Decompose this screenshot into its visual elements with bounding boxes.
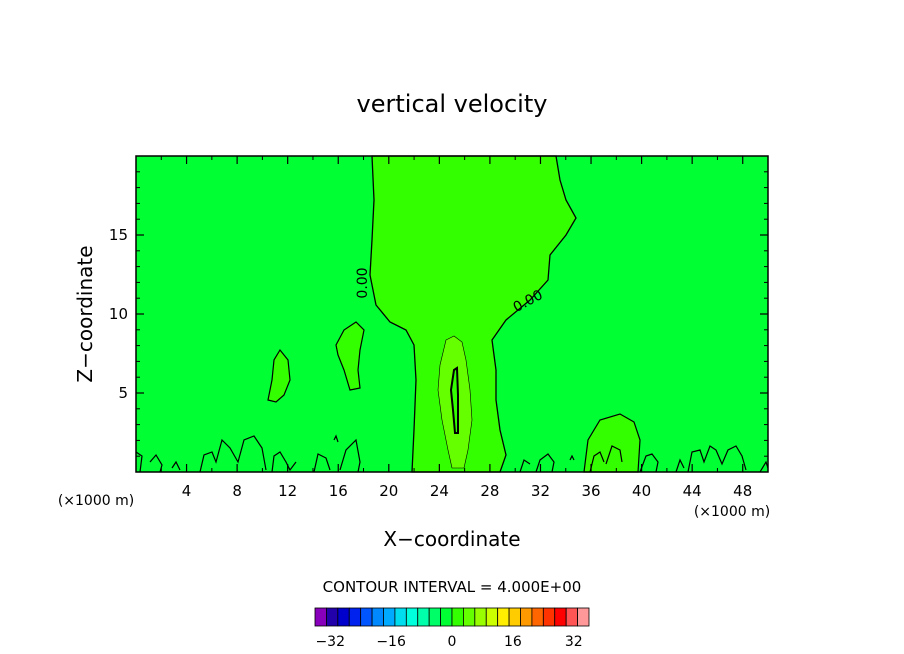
colorbar-tick-label: −16: [376, 634, 406, 650]
x-tick-label: 20: [379, 482, 398, 500]
colorbar-swatch: [371, 607, 384, 627]
strong-updraft-region: [449, 366, 459, 434]
colorbar-swatch: [394, 607, 407, 627]
x-axis-label: X−coordinate: [383, 527, 520, 551]
colorbar-swatch: [474, 607, 487, 627]
colorbar-swatch: [417, 607, 430, 627]
x-ticks: 4 8 12 16 20 24 28 32 36 40 44 48: [160, 156, 752, 500]
x-tick-label: 16: [329, 482, 348, 500]
colorbar-swatch: [440, 607, 453, 627]
y-axis-label: Z−coordinate: [73, 245, 97, 382]
x-tick-label: 32: [531, 482, 550, 500]
colorbar-tick-label: 32: [565, 634, 583, 650]
colorbar-tick-label: 0: [448, 634, 457, 650]
chart-title: vertical velocity: [357, 90, 548, 118]
contour-cell-right: [583, 413, 641, 473]
contour-interval-note: CONTOUR INTERVAL = 4.000E+00: [323, 578, 582, 596]
x-tick-label: 40: [632, 482, 651, 500]
x-tick-label: 44: [683, 482, 702, 500]
y-tick-label: 10: [109, 305, 128, 323]
x-tick-label: 28: [480, 482, 499, 500]
colorbar-swatch: [531, 607, 544, 627]
colorbar-swatch: [451, 607, 464, 627]
colorbar-swatch: [360, 607, 373, 627]
colorbar-swatch: [405, 607, 419, 627]
colorbar-swatch: [314, 607, 327, 627]
colorbar-swatch: [383, 607, 396, 627]
colorbar-swatch: [428, 607, 441, 627]
colorbar-swatch: [497, 607, 510, 627]
x-tick-label: 24: [430, 482, 449, 500]
contour-label-left: 0.00: [355, 267, 371, 298]
colorbar-swatch: [508, 607, 521, 627]
colorbar-swatch: [337, 607, 350, 627]
colorbar-swatch: [565, 607, 578, 627]
colorbar: −32 −16 0 16 32: [314, 607, 590, 650]
colorbar-swatch: [542, 607, 556, 627]
x-tick-label: 48: [733, 482, 752, 500]
colorbar-tick-label: −32: [315, 634, 345, 650]
x-tick-label: 4: [182, 482, 192, 500]
x-tick-label: 12: [278, 482, 297, 500]
colorbar-tick-label: 16: [504, 634, 522, 650]
colorbar-swatch: [348, 607, 362, 627]
y-tick-label: 5: [118, 384, 128, 402]
colorbar-swatch: [577, 607, 590, 627]
x-unit-right: (×1000 m): [694, 504, 770, 520]
x-tick-label: 36: [581, 482, 600, 500]
colorbar-swatch: [485, 607, 499, 627]
contour-cell-mid: [335, 321, 365, 391]
colorbar-swatch: [520, 607, 533, 627]
x-unit-left: (×1000 m): [58, 493, 134, 509]
y-tick-label: 15: [109, 226, 128, 244]
colorbar-swatch: [554, 607, 567, 627]
zero-contour-region: [369, 155, 577, 473]
boundary-contours: [135, 434, 769, 473]
x-tick-label: 8: [232, 482, 242, 500]
contour-cell-left: [267, 348, 291, 403]
colorbar-swatch: [326, 607, 339, 627]
colorbar-swatch: [463, 607, 476, 627]
y-ticks: 5 10 15: [109, 171, 768, 457]
